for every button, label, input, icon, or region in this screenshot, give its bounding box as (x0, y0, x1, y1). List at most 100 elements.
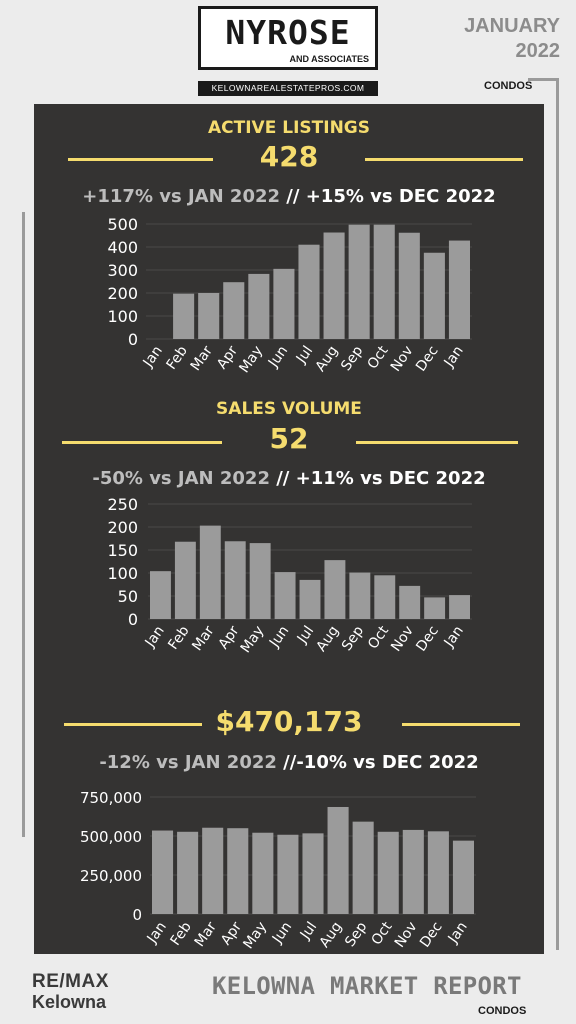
y-tick-label: 200 (107, 518, 138, 537)
bar (202, 827, 224, 914)
active-listings-change-yoy: +117% vs JAN 2022 (82, 186, 281, 207)
report-month: JANUARY (464, 15, 560, 37)
bar (402, 829, 424, 914)
report-title: KELOWNA MARKET REPORT (212, 972, 522, 1000)
bar (398, 232, 420, 339)
bar (224, 541, 246, 619)
bar (348, 224, 370, 339)
bar (399, 585, 421, 619)
report-panel: ACTIVE LISTINGS 428 +117% vs JAN 2022 //… (34, 104, 544, 954)
bar (223, 282, 245, 339)
x-tick-label: Sep (339, 623, 367, 654)
report-date: JANUARY 2022 (464, 14, 560, 64)
x-tick-label: Sep (338, 343, 366, 374)
bar (423, 252, 445, 339)
average-price-change-yoy: -12% vs JAN 2022 (99, 752, 277, 773)
stat-separator: // (276, 752, 297, 773)
x-tick-label: Aug (313, 623, 342, 655)
y-tick-label: 50 (118, 587, 138, 606)
x-tick-label: Oct (365, 623, 392, 652)
bar (324, 560, 346, 619)
y-tick-label: 250 (107, 495, 138, 514)
bar (427, 831, 449, 914)
category-label-bottom: CONDOS (478, 1005, 527, 1017)
bar (173, 293, 195, 339)
bar (273, 268, 295, 339)
x-tick-label: Mar (189, 623, 217, 654)
average-price-change-mom: -10% vs DEC 2022 (296, 752, 479, 773)
y-tick-label: 200 (107, 284, 138, 303)
x-tick-label: Aug (317, 919, 346, 951)
x-tick-label: Jan (144, 919, 170, 947)
bar (199, 525, 221, 619)
bar (452, 840, 474, 914)
x-tick-label: Nov (388, 343, 417, 375)
active-listings-title: ACTIVE LISTINGS (208, 118, 370, 138)
brand-line-2: Kelowna (32, 992, 107, 1012)
stat-separator: // (280, 186, 306, 207)
price-rule-left (64, 723, 202, 726)
bar (174, 541, 196, 619)
bar (424, 597, 446, 619)
y-tick-label: 100 (107, 564, 138, 583)
bar (352, 821, 374, 914)
x-tick-label: Oct (365, 343, 392, 372)
x-tick-label: Dec (413, 623, 442, 654)
x-tick-label: Dec (413, 343, 442, 374)
x-tick-label: May (240, 919, 270, 952)
y-tick-label: 0 (132, 906, 142, 924)
category-label-top: CONDOS (484, 80, 533, 92)
x-tick-label: Feb (168, 919, 195, 949)
active-listings-change: +117% vs JAN 2022 // +15% vs DEC 2022 (34, 186, 544, 207)
x-tick-label: Jul (297, 919, 320, 943)
left-accent-line (22, 212, 25, 837)
report-year: 2022 (515, 40, 561, 62)
average-price-change: -12% vs JAN 2022 //-10% vs DEC 2022 (34, 752, 544, 773)
brand-line-1: RE/MAX (32, 971, 109, 992)
bar (248, 273, 270, 339)
remax-logo: RE/MAX Kelowna (32, 971, 109, 1013)
active-listings-change-mom: +15% vs DEC 2022 (305, 186, 496, 207)
y-tick-label: 250,000 (80, 867, 142, 885)
x-tick-label: Feb (165, 623, 192, 653)
logo-name: NYROSE (225, 13, 351, 52)
x-tick-label: Jan (445, 919, 471, 947)
x-tick-label: Dec (417, 919, 446, 950)
y-tick-label: 500 (107, 215, 138, 234)
bar (299, 579, 321, 619)
bar (152, 830, 174, 914)
bar (374, 575, 396, 619)
y-tick-label: 150 (107, 541, 138, 560)
right-accent-line (556, 78, 559, 950)
x-tick-label: Oct (369, 919, 396, 948)
bar (227, 828, 249, 914)
active-listings-rule-right (365, 158, 523, 161)
sales-volume-change-mom: +11% vs DEC 2022 (295, 468, 486, 489)
x-tick-label: Jan (441, 343, 467, 371)
stat-separator: // (269, 468, 296, 489)
x-tick-label: Mar (192, 919, 220, 950)
x-tick-label: Jul (293, 343, 316, 367)
logo-subtitle: AND ASSOCIATES (289, 54, 369, 64)
x-tick-label: Mar (188, 343, 216, 374)
bar (349, 572, 371, 619)
bar (249, 543, 271, 619)
y-tick-label: 750,000 (80, 789, 142, 807)
active-listings-rule-left (68, 158, 213, 161)
y-tick-label: 100 (107, 307, 138, 326)
x-tick-label: Jan (140, 343, 166, 371)
x-tick-label: Aug (313, 343, 342, 375)
price-rule-right (402, 723, 520, 726)
bar (323, 232, 345, 339)
bar (252, 832, 274, 914)
x-tick-label: Sep (342, 919, 370, 950)
sales-volume-value: 52 (269, 422, 309, 455)
x-tick-label: Jan (142, 623, 168, 651)
bar (373, 224, 395, 339)
bar (274, 572, 296, 619)
x-tick-label: Jan (441, 623, 467, 651)
sales-volume-rule-right (356, 441, 518, 444)
bar (302, 833, 324, 914)
average-price-value: $470,173 (215, 705, 363, 738)
